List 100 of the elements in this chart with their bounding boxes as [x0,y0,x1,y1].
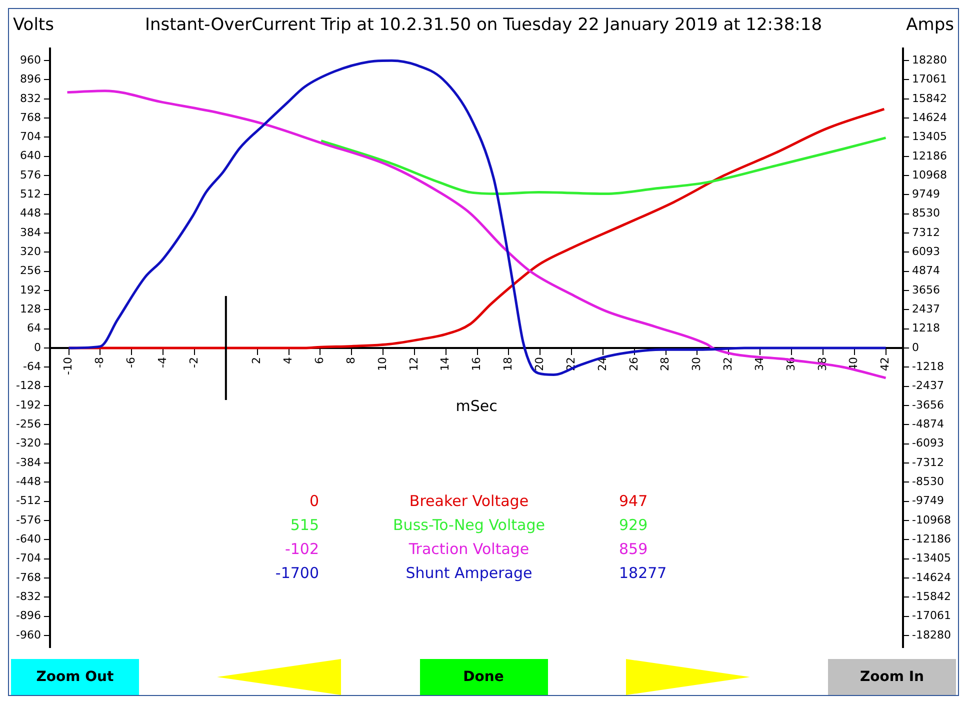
x-tick-label: -2 [187,357,200,368]
x-tick-label: 26 [627,357,640,371]
y2-tick-label: 15842 [912,92,948,105]
annotation: 929 [619,516,649,534]
y-tick-label: 320 [20,245,41,258]
x-tick-label: 12 [407,357,420,371]
annotation: -102 [284,540,319,558]
x-tick-label: 14 [438,357,452,371]
annotation: 18277 [619,564,668,582]
annotation: 0 [308,492,319,510]
y-tick-label: -128 [16,379,41,392]
y-tick-label: -896 [16,609,41,622]
y-tick-label: 256 [20,264,41,278]
y2-tick-label: -12186 [912,532,952,546]
text: Buss-To-Neg Voltage [392,516,546,534]
y2-tick-label: -7312 [912,456,944,469]
y-tick-label: 64 [26,322,41,335]
x-tick-label: 8 [344,357,358,364]
x-axis-title: mSec [456,396,498,415]
y-tick-label: 576 [20,168,41,182]
text: Shunt Amperage [404,564,534,582]
x-tick-label: -10 [62,357,75,375]
y-tick-label: -640 [16,532,41,546]
y2-tick-label: -10968 [912,513,952,526]
y-tick-label: -512 [16,494,41,508]
y2-tick-label: 4874 [912,264,940,278]
line-series [68,108,886,350]
y-tick-label: -768 [16,570,41,584]
x-tick-label: 6 [313,357,326,364]
line-series [320,136,888,196]
y-tick-label: 512 [20,188,41,201]
y-tick-label: -192 [16,398,41,412]
y2-tick-label: -2437 [912,379,944,392]
annotation: 859 [619,540,649,558]
y-tick-label: 768 [20,110,41,124]
x-tick-label: 38 [816,357,829,371]
x-tick-label: 28 [658,357,672,371]
button: Done [420,659,548,695]
y-tick-label: -448 [16,474,41,488]
y-axis-title: Volts [13,15,54,35]
x-tick-label: 4 [282,357,295,364]
y2-tick-label: -14624 [912,570,952,584]
x-tick-label: 20 [532,357,546,371]
x-tick-label: -6 [124,357,138,368]
chart-title: Instant-OverCurrent Trip at 10.2.31.50 on Tuesday 22 January 2019 at 12:38:18 [144,15,822,35]
y2-tick-label: -1218 [912,360,944,374]
y2-tick-label: 0 [912,340,920,354]
x-tick-label: -4 [156,357,169,368]
y-tick-label: 192 [20,283,41,296]
y-tick-label: 960 [20,53,41,66]
y2-tick-label: -15842 [912,590,952,603]
y2-axis-title: Amps [906,15,954,35]
x-tick-label: 32 [722,357,735,371]
annotation: -1700 [274,564,319,582]
button: Zoom In [828,659,956,695]
y2-tick-label: 14624 [912,110,948,124]
y2-tick-label: 13405 [912,130,948,144]
y-tick-label: -960 [16,628,41,642]
y2-tick-label: 6093 [912,245,940,258]
y2-tick-label: -4874 [912,417,944,430]
y2-tick-label: 10968 [912,168,948,182]
x-tick-label: -8 [93,357,106,368]
x-tick-label: 18 [502,357,515,371]
y-tick-label: -576 [16,513,41,526]
y-tick-label: 704 [20,130,41,144]
y2-tick-label: 3656 [912,283,940,296]
y-tick-label: -320 [16,436,41,450]
y-tick-label: -704 [16,552,41,565]
x-tick-label: 16 [470,357,484,371]
y2-tick-label: -13405 [912,552,952,565]
y-tick-label: 448 [20,206,41,220]
annotation: 515 [289,516,319,534]
y-tick-label: -384 [16,456,41,469]
x-tick-label: 10 [376,357,389,371]
x-tick-label: 34 [752,357,766,371]
y2-tick-label: 17061 [912,72,948,86]
button: Zoom Out [11,659,139,695]
y2-tick-label: 1218 [912,322,940,335]
y2-tick-label: -18280 [912,628,952,642]
y2-tick-label: -9749 [912,494,944,508]
y-tick-label: 128 [20,302,41,316]
y2-tick-label: -17061 [912,609,952,622]
text: Breaker Voltage [408,492,530,510]
y-tick-label: -832 [16,590,41,603]
y-tick-label: 0 [34,340,41,354]
y2-tick-label: -3656 [912,398,944,412]
y2-tick-label: 9749 [912,188,940,201]
y2-tick-label: -6093 [912,436,944,450]
x-tick-label: 30 [690,357,704,371]
x-tick-label: 2 [250,357,264,364]
y2-tick-label: -8530 [912,474,944,488]
annotation: 947 [619,492,649,510]
y-tick-label: -256 [16,418,41,431]
y-tick-label: 832 [20,92,41,105]
y-tick-label: 640 [20,149,41,162]
y2-tick-label: 12186 [912,149,948,162]
y-tick-label: 384 [20,226,41,239]
y2-tick-label: 18280 [912,53,948,66]
y2-tick-label: 7312 [912,226,940,239]
y-tick-label: -64 [22,360,41,374]
